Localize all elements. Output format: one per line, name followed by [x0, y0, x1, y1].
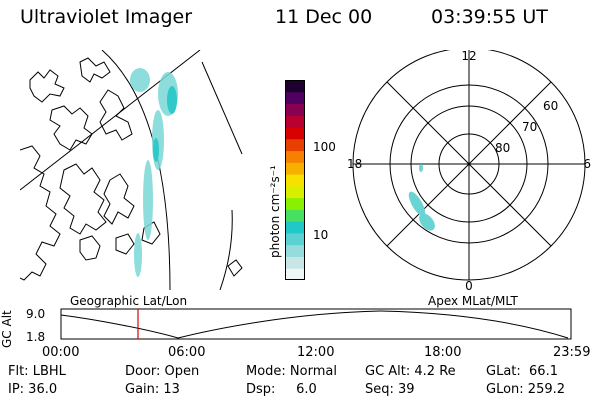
grid-line	[201, 61, 243, 155]
polar-meridian	[386, 81, 552, 247]
altitude-timeline	[60, 308, 572, 340]
colorbar-segment	[285, 150, 305, 163]
x-tick-00-00: 00:00	[42, 345, 80, 360]
timeline-y-tick-9: 9.0	[26, 307, 46, 321]
info-gain: Gain: 13	[125, 382, 180, 397]
coastline	[103, 173, 135, 225]
colorbar-segment	[285, 138, 305, 152]
polar-plot: 12 6 0 18 60 70 80	[347, 50, 591, 293]
colorbar-segment	[285, 162, 305, 175]
colorbar-segment	[285, 127, 305, 140]
colorbar-segment	[285, 174, 305, 187]
timeline-y-axis-label: GC Alt	[0, 310, 14, 348]
info-glat: GLat: 66.1	[486, 364, 558, 379]
info-seq: Seq: 39	[365, 382, 415, 397]
geographic-title: Geographic Lat/Lon	[70, 294, 188, 308]
geographic-map	[20, 50, 243, 290]
coastline	[99, 89, 133, 141]
altitude-curve	[60, 310, 569, 339]
coastline	[79, 235, 101, 261]
timeline-frame	[60, 308, 572, 340]
colorbar-segment	[285, 80, 305, 93]
colorbar-segment	[285, 244, 305, 257]
coastline	[49, 105, 93, 151]
coastline	[115, 233, 135, 255]
timeline-y-tick-1-8: 1.8	[26, 330, 46, 344]
app-title: Ultraviolet Imager	[20, 6, 193, 28]
lat-label-60: 60	[543, 99, 558, 113]
info-gc-alt: GC Alt: 4.2 Re	[365, 364, 456, 379]
coastline	[227, 259, 243, 277]
info-ip: IP: 36.0	[8, 382, 58, 397]
coastline	[29, 69, 65, 103]
coastline	[79, 57, 111, 83]
grid-line	[219, 209, 233, 290]
grid-line	[20, 50, 201, 191]
colorbar-frame	[285, 80, 305, 280]
coastline	[59, 163, 107, 235]
x-tick-23-59: 23:59	[553, 345, 591, 360]
mlt-label-12: 12	[461, 50, 476, 63]
lat-label-70: 70	[522, 120, 537, 134]
colorbar-segment	[285, 115, 305, 128]
colorbar-segment	[285, 221, 305, 234]
polar-aurora-emission	[408, 164, 435, 231]
colorbar-segment	[285, 268, 305, 280]
colorbar-segment	[285, 256, 305, 269]
colorbar-segment	[285, 209, 305, 222]
colorbar-segment	[285, 197, 305, 210]
info-filter: Flt: LBHL	[8, 364, 66, 379]
lat-label-80: 80	[495, 141, 510, 155]
info-glon: GLon: 259.2	[486, 382, 566, 397]
x-tick-12-00: 12:00	[297, 345, 335, 360]
colorbar-segment	[285, 232, 305, 246]
colorbar-segment	[285, 185, 305, 199]
x-tick-06-00: 06:00	[168, 345, 206, 360]
colorbar-tick-10: 10	[313, 228, 329, 242]
image-time: 03:39:55 UT	[431, 6, 548, 28]
colorbar-segment	[285, 103, 305, 116]
x-tick-18-00: 18:00	[424, 345, 462, 360]
mlt-label-18: 18	[347, 157, 362, 171]
mlt-label-0: 0	[465, 279, 473, 293]
info-mode: Mode: Normal	[246, 364, 337, 379]
coastline	[20, 145, 61, 281]
color-scale-bar	[285, 80, 305, 280]
info-door: Door: Open	[125, 364, 200, 379]
colorbar-tick-100: 100	[313, 140, 336, 154]
coastline	[141, 221, 161, 245]
apex-title: Apex MLat/MLT	[428, 294, 518, 308]
aurora-peak	[153, 86, 177, 162]
colorbar-unit-label: photon cm⁻²s⁻¹	[268, 165, 282, 258]
colorbar-segment	[285, 91, 305, 105]
info-dsp: Dsp: 6.0	[246, 382, 317, 397]
image-date: 11 Dec 00	[275, 6, 373, 28]
mlt-label-6: 6	[583, 157, 591, 171]
